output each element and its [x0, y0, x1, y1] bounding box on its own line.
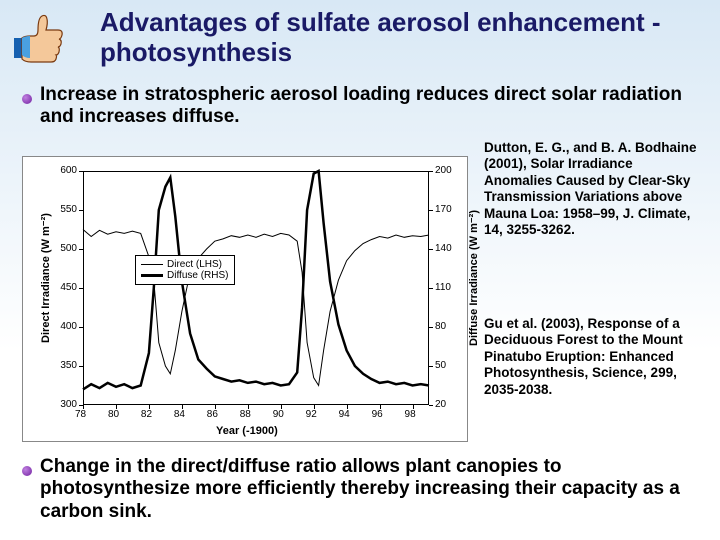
citation-1: Dutton, E. G., and B. A. Bodhaine (2001)…: [484, 140, 704, 239]
point-1: Increase in stratospheric aerosol loadin…: [40, 84, 708, 129]
bullet-icon: [22, 466, 32, 476]
bullet-icon: [22, 94, 32, 104]
citation-2: Gu et al. (2003), Response of a Deciduou…: [484, 316, 704, 398]
chart-legend: Direct (LHS)Diffuse (RHS): [135, 255, 235, 285]
slide-title: Advantages of sulfate aerosol enhancemen…: [100, 8, 720, 68]
irradiance-chart: 3003504004505005506002050801101401702007…: [22, 156, 468, 442]
series-direct: [83, 230, 429, 386]
point-2: Change in the direct/diffuse ratio allow…: [40, 456, 708, 523]
thumbs-up-icon: [8, 8, 64, 64]
chart-lines: [23, 157, 469, 443]
